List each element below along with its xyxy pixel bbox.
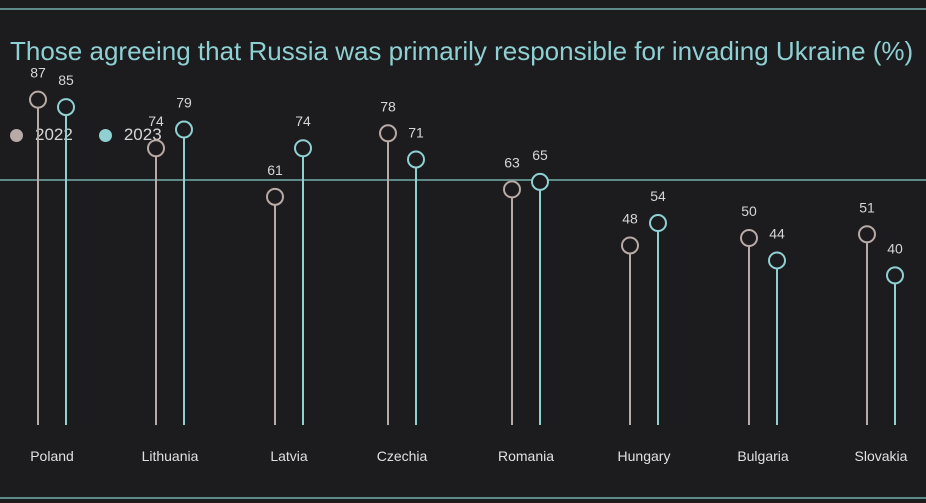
category-label-slovakia: Slovakia <box>855 448 908 464</box>
point-bulgaria-2023 <box>768 251 786 270</box>
legend-item-2022: 2022 <box>10 125 73 145</box>
value-label-latvia-2022: 61 <box>267 162 283 178</box>
point-latvia-2023 <box>294 139 312 158</box>
point-hungary-2023 <box>649 214 667 233</box>
top-rule <box>0 8 926 10</box>
legend-label-2022: 2022 <box>35 125 73 144</box>
point-czechia-2022 <box>379 124 397 143</box>
bottom-rule <box>0 497 926 499</box>
category-label-romania: Romania <box>498 448 554 464</box>
legend: 2022 2023 <box>10 125 162 145</box>
category-label-lithuania: Lithuania <box>142 448 199 464</box>
value-label-lithuania-2023: 79 <box>176 95 192 111</box>
point-hungary-2022 <box>621 236 639 255</box>
value-label-bulgaria-2023: 44 <box>769 225 785 241</box>
value-label-slovakia-2022: 51 <box>859 199 875 215</box>
legend-swatch-2022 <box>10 128 23 142</box>
value-label-czechia-2022: 78 <box>380 98 396 114</box>
value-label-slovakia-2023: 40 <box>887 240 903 256</box>
value-label-poland-2023: 85 <box>58 72 74 88</box>
chart-top-rule <box>0 179 926 181</box>
value-label-bulgaria-2022: 50 <box>741 203 757 219</box>
value-label-romania-2022: 63 <box>504 154 520 170</box>
category-label-czechia: Czechia <box>377 448 428 464</box>
legend-swatch-2023 <box>98 128 112 142</box>
legend-item-2023: 2023 <box>98 125 162 145</box>
value-label-romania-2023: 65 <box>532 147 548 163</box>
point-poland-2023 <box>57 98 75 117</box>
value-label-latvia-2023: 74 <box>295 113 311 129</box>
value-label-lithuania-2022: 74 <box>148 113 164 129</box>
value-label-hungary-2022: 48 <box>622 210 638 226</box>
value-label-hungary-2023: 54 <box>650 188 666 204</box>
point-czechia-2023 <box>407 150 425 169</box>
category-label-latvia: Latvia <box>270 448 308 464</box>
category-label-poland: Poland <box>30 448 74 464</box>
point-slovakia-2022 <box>858 225 876 244</box>
category-label-hungary: Hungary <box>618 448 671 464</box>
legend-label-2023: 2023 <box>123 125 162 144</box>
chart-title: Those agreeing that Russia was primarily… <box>10 36 914 66</box>
value-label-czechia-2023: 71 <box>408 124 424 140</box>
point-lithuania-2023 <box>175 120 193 139</box>
category-label-bulgaria: Bulgaria <box>737 448 789 464</box>
point-bulgaria-2022 <box>740 229 758 247</box>
value-label-poland-2022: 87 <box>30 65 46 81</box>
point-romania-2022 <box>503 180 521 199</box>
point-slovakia-2023 <box>886 266 904 285</box>
point-latvia-2022 <box>266 187 284 206</box>
point-poland-2022 <box>29 90 47 109</box>
point-romania-2023 <box>531 172 549 191</box>
point-lithuania-2022 <box>147 139 165 158</box>
